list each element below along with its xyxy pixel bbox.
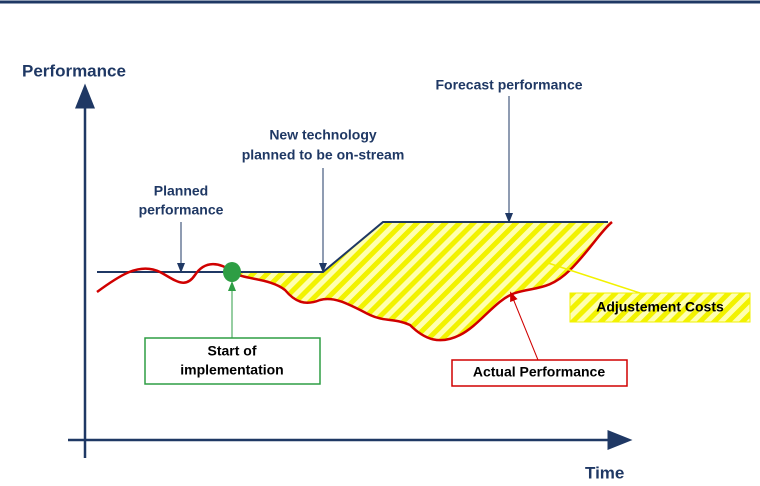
planned-line: [97, 221, 608, 273]
y-axis-label: Performance: [22, 61, 126, 80]
actual-arrow: [510, 291, 539, 361]
new-tech-label: planned to be on-stream: [242, 147, 405, 163]
x-axis-label: Time: [585, 463, 624, 482]
actual-label: Actual Performance: [473, 364, 605, 380]
adjustment-box: [569, 292, 751, 323]
start-label: Start of: [208, 343, 257, 359]
planned-label: Planned: [154, 183, 208, 199]
new-tech-label: New technology: [269, 127, 377, 143]
actual-box: [451, 359, 628, 387]
planned-label: performance: [139, 202, 224, 218]
actual-line: [96, 221, 613, 342]
forecast-label: Forecast performance: [435, 77, 582, 93]
start-box: [144, 337, 321, 385]
adjustment-connector: [544, 261, 641, 294]
start-label: implementation: [180, 362, 283, 378]
implementation-point: [223, 262, 241, 282]
adjustment-area: [232, 222, 612, 341]
adjustment-label: Adjustement Costs: [596, 299, 724, 315]
